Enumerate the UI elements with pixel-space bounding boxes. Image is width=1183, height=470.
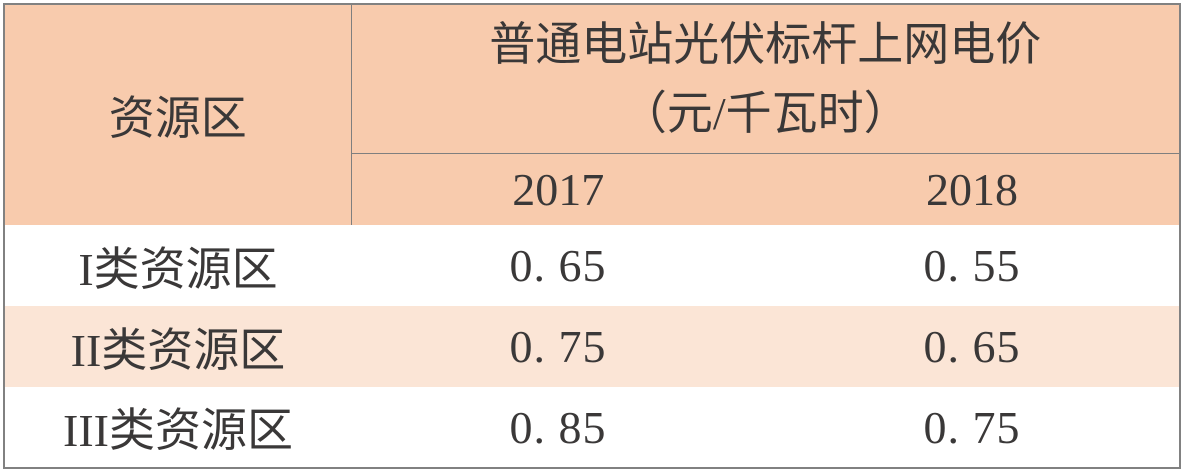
zone-header-cell: 资源区: [4, 4, 352, 225]
pv-tariff-table: 资源区 普通电站光伏标杆上网电价 （元/千瓦时） 2017 2018 I类资源区…: [3, 3, 1181, 469]
tariff-title-cell: 普通电站光伏标杆上网电价 （元/千瓦时）: [351, 4, 1180, 154]
row-label-cell: I类资源区: [78, 243, 278, 295]
year-2018-header-cell: 2018: [765, 153, 1180, 225]
price-2017-cell: 0. 75: [351, 306, 765, 387]
header-row-years: 2017 2018: [4, 153, 1180, 225]
price-2018-cell: 0. 55: [923, 240, 1021, 291]
table-row-zone1: I类资源区 0. 65 0. 55: [4, 225, 1180, 306]
price-2017-cell: 0. 85: [509, 401, 607, 453]
tariff-title-line2: （元/千瓦时）: [620, 87, 910, 139]
price-2018-cell: 0. 65: [765, 306, 1180, 387]
tariff-title-line1: 普通电站光伏标杆上网电价: [489, 18, 1042, 70]
year-2017-header-cell: 2017: [351, 153, 765, 225]
row-label-cell: II类资源区: [4, 306, 351, 387]
header-row-title: 资源区 普通电站光伏标杆上网电价 （元/千瓦时）: [4, 4, 1180, 225]
table-row-zone2: II类资源区 0. 75 0. 65: [4, 306, 1180, 387]
row-label-cell: III类资源区: [63, 405, 293, 456]
table-row-zone3: III类资源区 0. 85 0. 75: [4, 387, 1180, 468]
price-2018-cell: 0. 75: [923, 401, 1021, 453]
price-2017-cell: 0. 65: [509, 240, 607, 291]
